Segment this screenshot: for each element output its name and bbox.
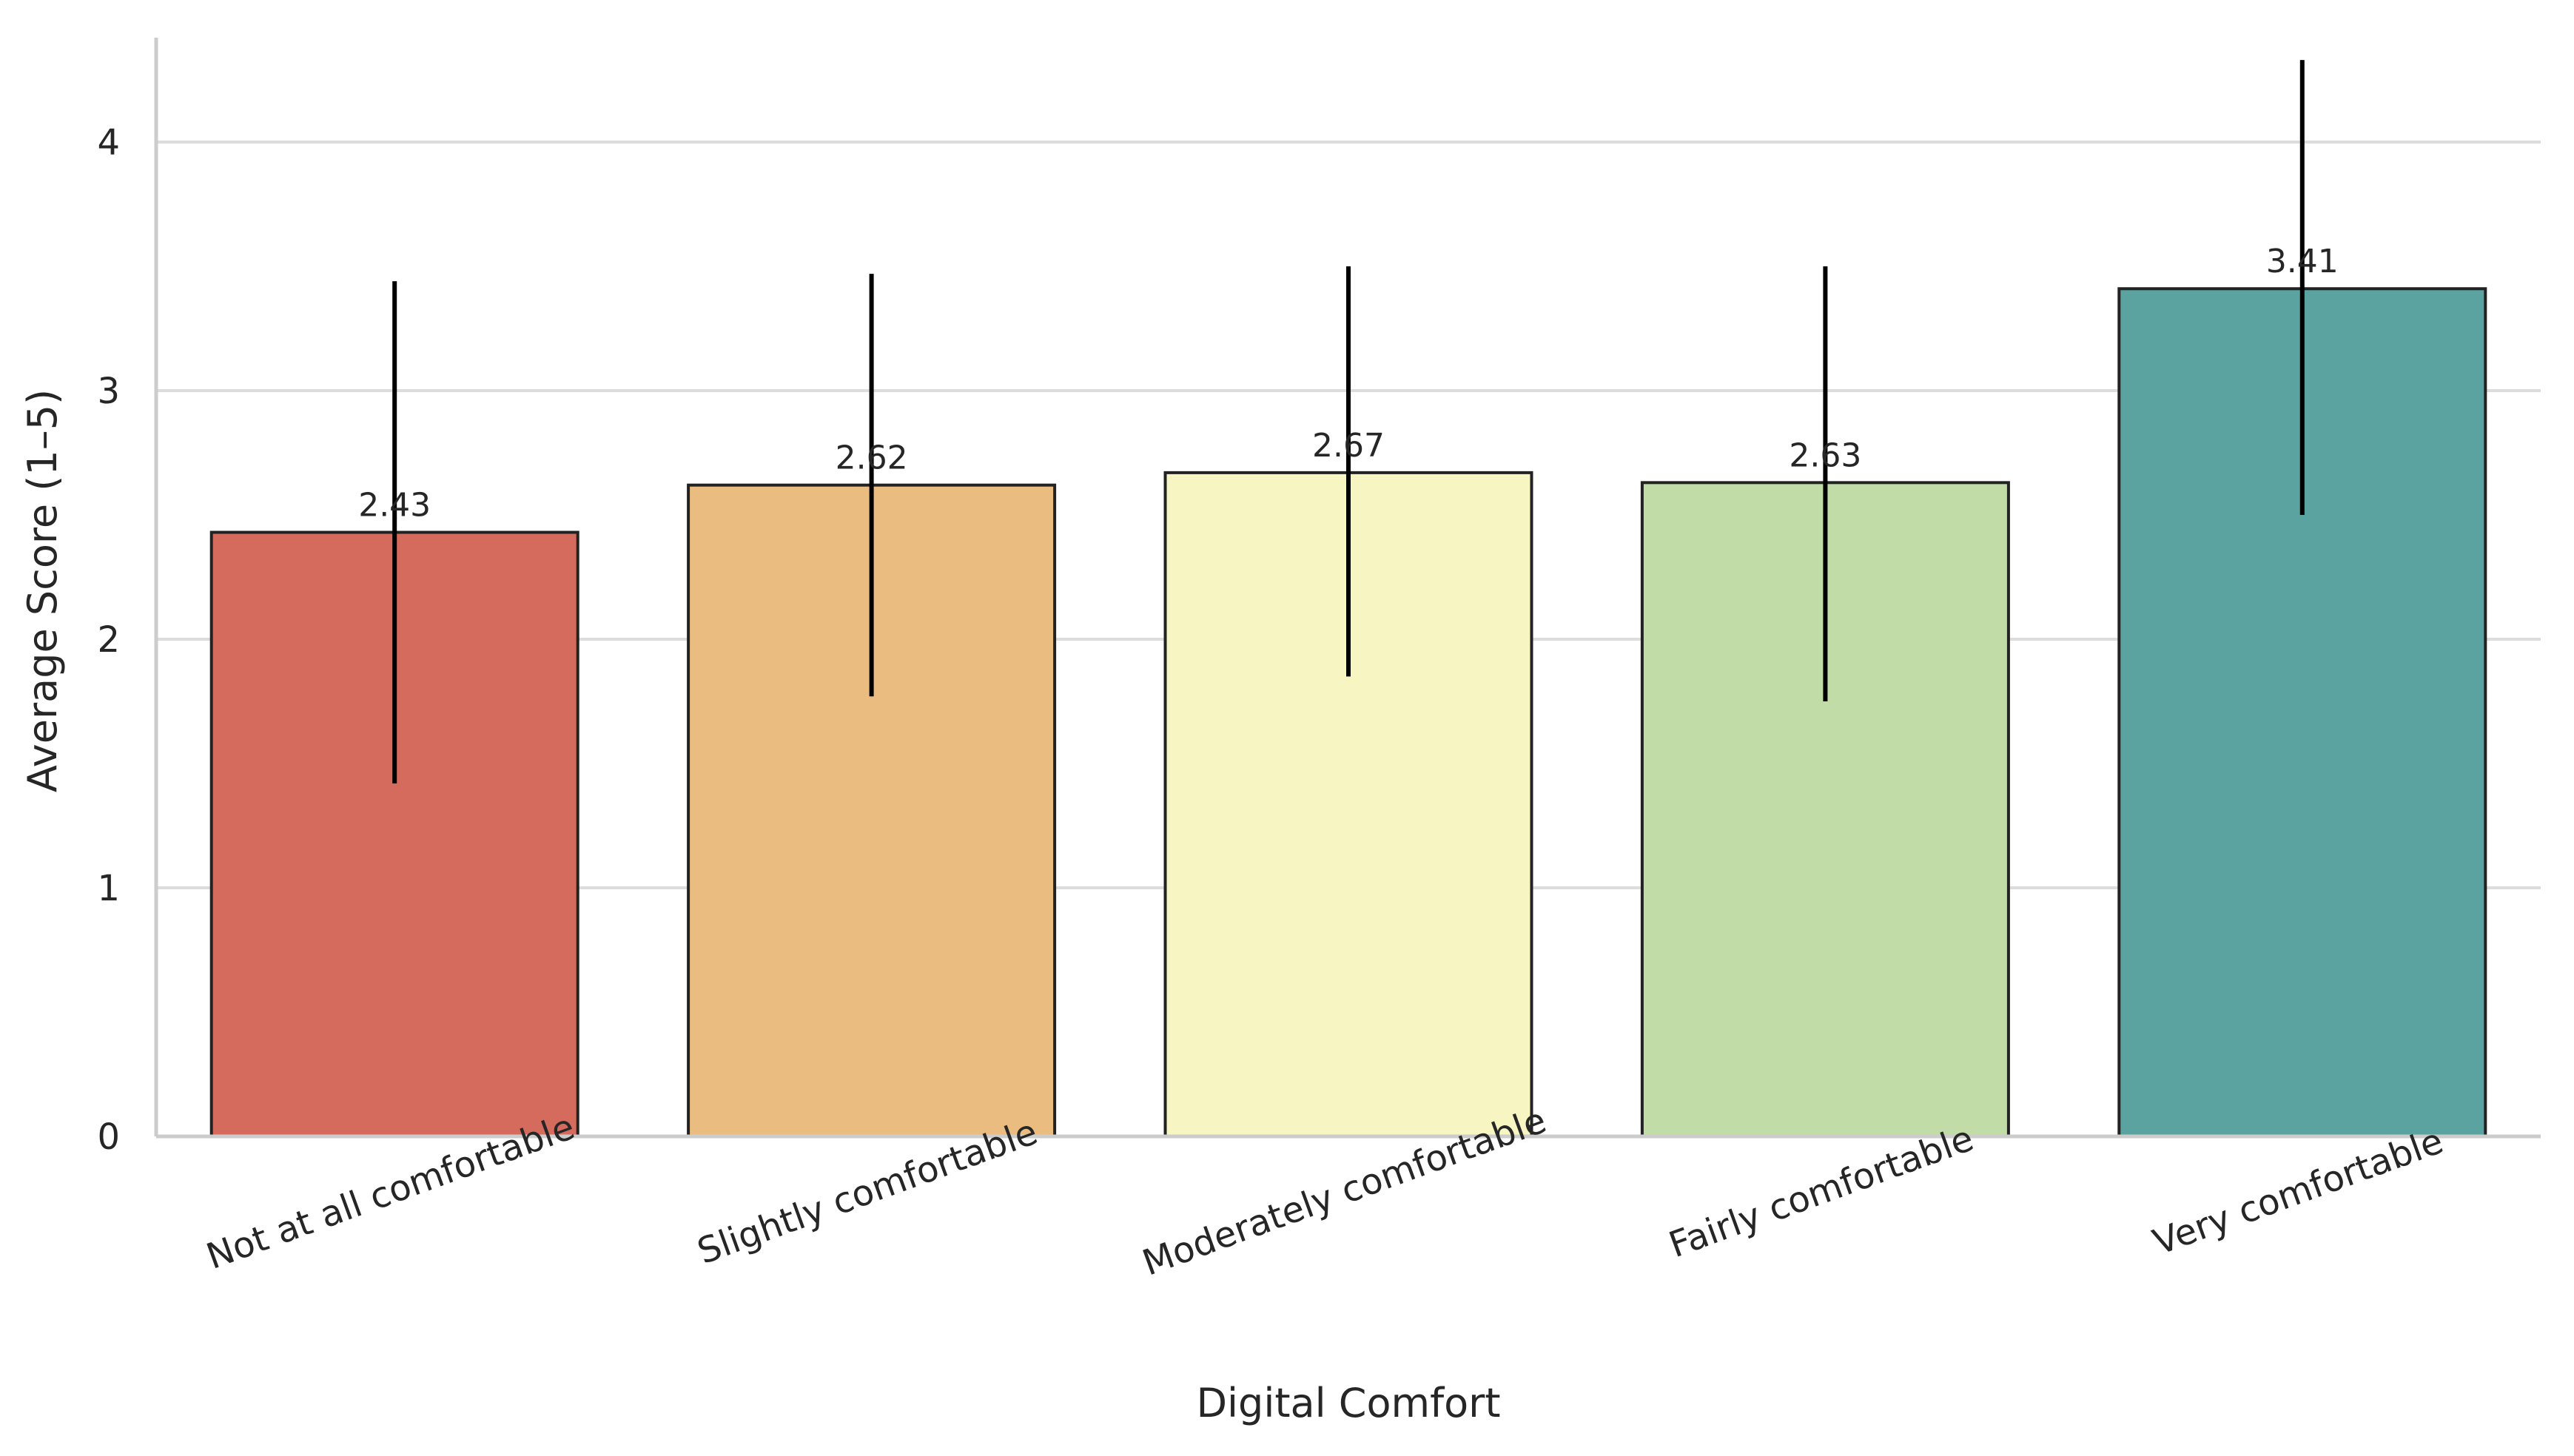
y-tick-label: 4 — [97, 122, 120, 164]
y-tick-label: 1 — [97, 868, 120, 909]
value-label: 2.67 — [1312, 427, 1385, 465]
value-label: 2.62 — [836, 439, 908, 477]
x-axis-title: Digital Comfort — [1196, 1380, 1500, 1426]
y-axis-title: Average Score (1–5) — [19, 389, 66, 792]
y-tick-label: 3 — [97, 371, 120, 412]
value-label: 2.63 — [1789, 437, 1861, 474]
error-bars — [392, 60, 2305, 783]
x-tick-label: Fairly comfortable — [1664, 1118, 1979, 1267]
axes — [154, 37, 2541, 1139]
x-tick-label: Very comfortable — [2148, 1120, 2448, 1264]
value-label: 3.41 — [2266, 243, 2339, 280]
y-tick-label: 2 — [97, 619, 120, 661]
y-tick-label: 0 — [97, 1116, 120, 1158]
value-label: 2.43 — [358, 487, 431, 525]
